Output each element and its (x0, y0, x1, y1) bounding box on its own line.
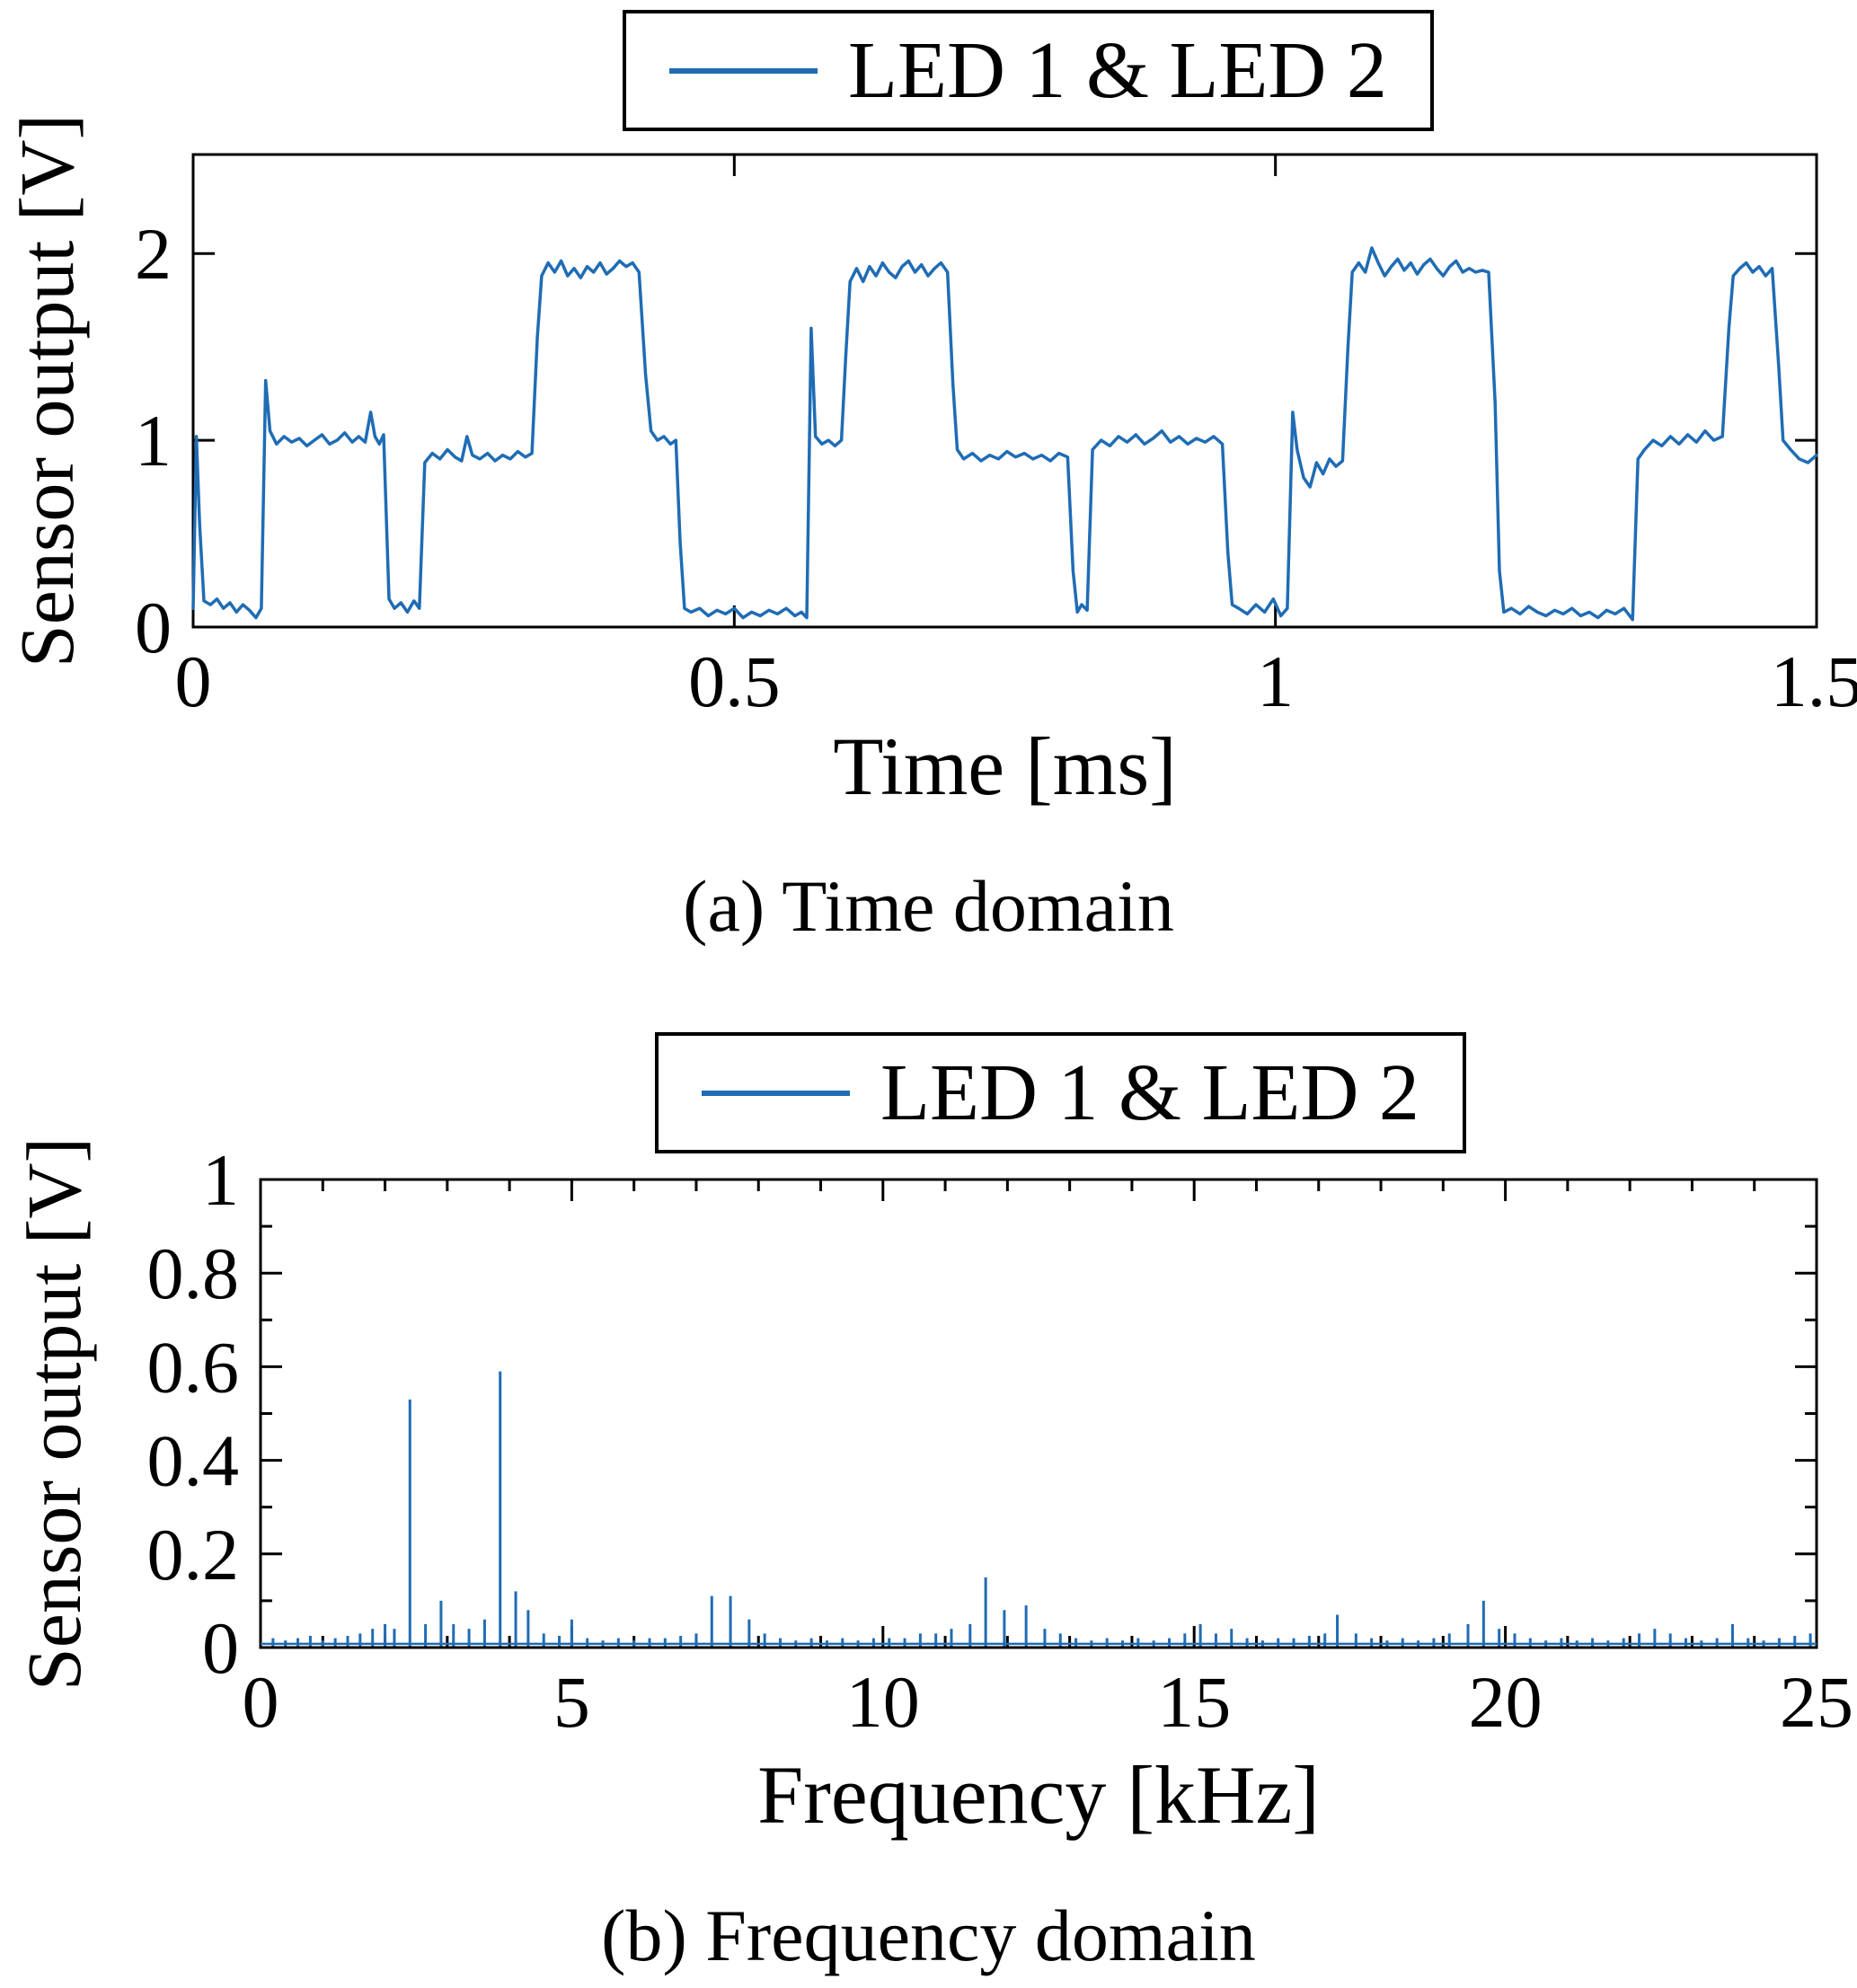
y-tick-label: 2 (135, 213, 172, 295)
plot-border (259, 1178, 1818, 1649)
y-tick-label: 1 (135, 400, 172, 482)
y-tick-label: 0 (202, 1607, 239, 1689)
caption-a: (a) Time domain (683, 865, 1174, 947)
legend-line-sample-a (669, 67, 818, 74)
y-tick-label: 0.6 (147, 1326, 240, 1408)
legend-a: LED 1 & LED 2 (623, 10, 1434, 131)
y-axis-label-a: Sensor output [V] (4, 113, 90, 668)
y-tick-label: 0.8 (147, 1233, 240, 1314)
x-tick-label: 10 (846, 1661, 920, 1743)
x-axis-label-b: Frequency [kHz] (757, 1749, 1320, 1841)
x-tick-label: 0.5 (688, 641, 781, 722)
x-tick-label: 1 (1257, 641, 1294, 722)
x-tick-label: 5 (553, 1661, 590, 1743)
legend-label-a: LED 1 & LED 2 (848, 26, 1387, 115)
plot-border (191, 153, 1818, 629)
frequency-spectrum-stems (261, 1371, 1817, 1647)
legend-b: LED 1 & LED 2 (655, 1032, 1466, 1153)
x-tick-label: 0 (243, 1661, 279, 1743)
caption-b: (b) Frequency domain (601, 1895, 1256, 1976)
y-axis-label-b: Sensor output [V] (11, 1136, 97, 1692)
y-tick-label: 0.2 (147, 1514, 240, 1595)
y-tick-label: 1 (202, 1139, 239, 1221)
y-tick-label: 0 (135, 587, 172, 668)
y-tick-label: 0.4 (147, 1420, 240, 1502)
x-tick-label: 15 (1157, 1661, 1231, 1743)
time-domain-axes: 0 0.5 1 1.5 0 1 2 (135, 153, 1857, 722)
legend-label-b: LED 1 & LED 2 (880, 1048, 1419, 1137)
time-domain-signal-line (191, 246, 1818, 622)
x-tick-label: 25 (1780, 1661, 1853, 1743)
x-axis-label-a: Time [ms] (833, 720, 1177, 812)
x-tick-label: 0 (175, 641, 212, 722)
legend-line-sample-b (702, 1090, 850, 1096)
x-tick-label: 20 (1469, 1661, 1543, 1743)
x-tick-label: 1.5 (1771, 641, 1857, 722)
